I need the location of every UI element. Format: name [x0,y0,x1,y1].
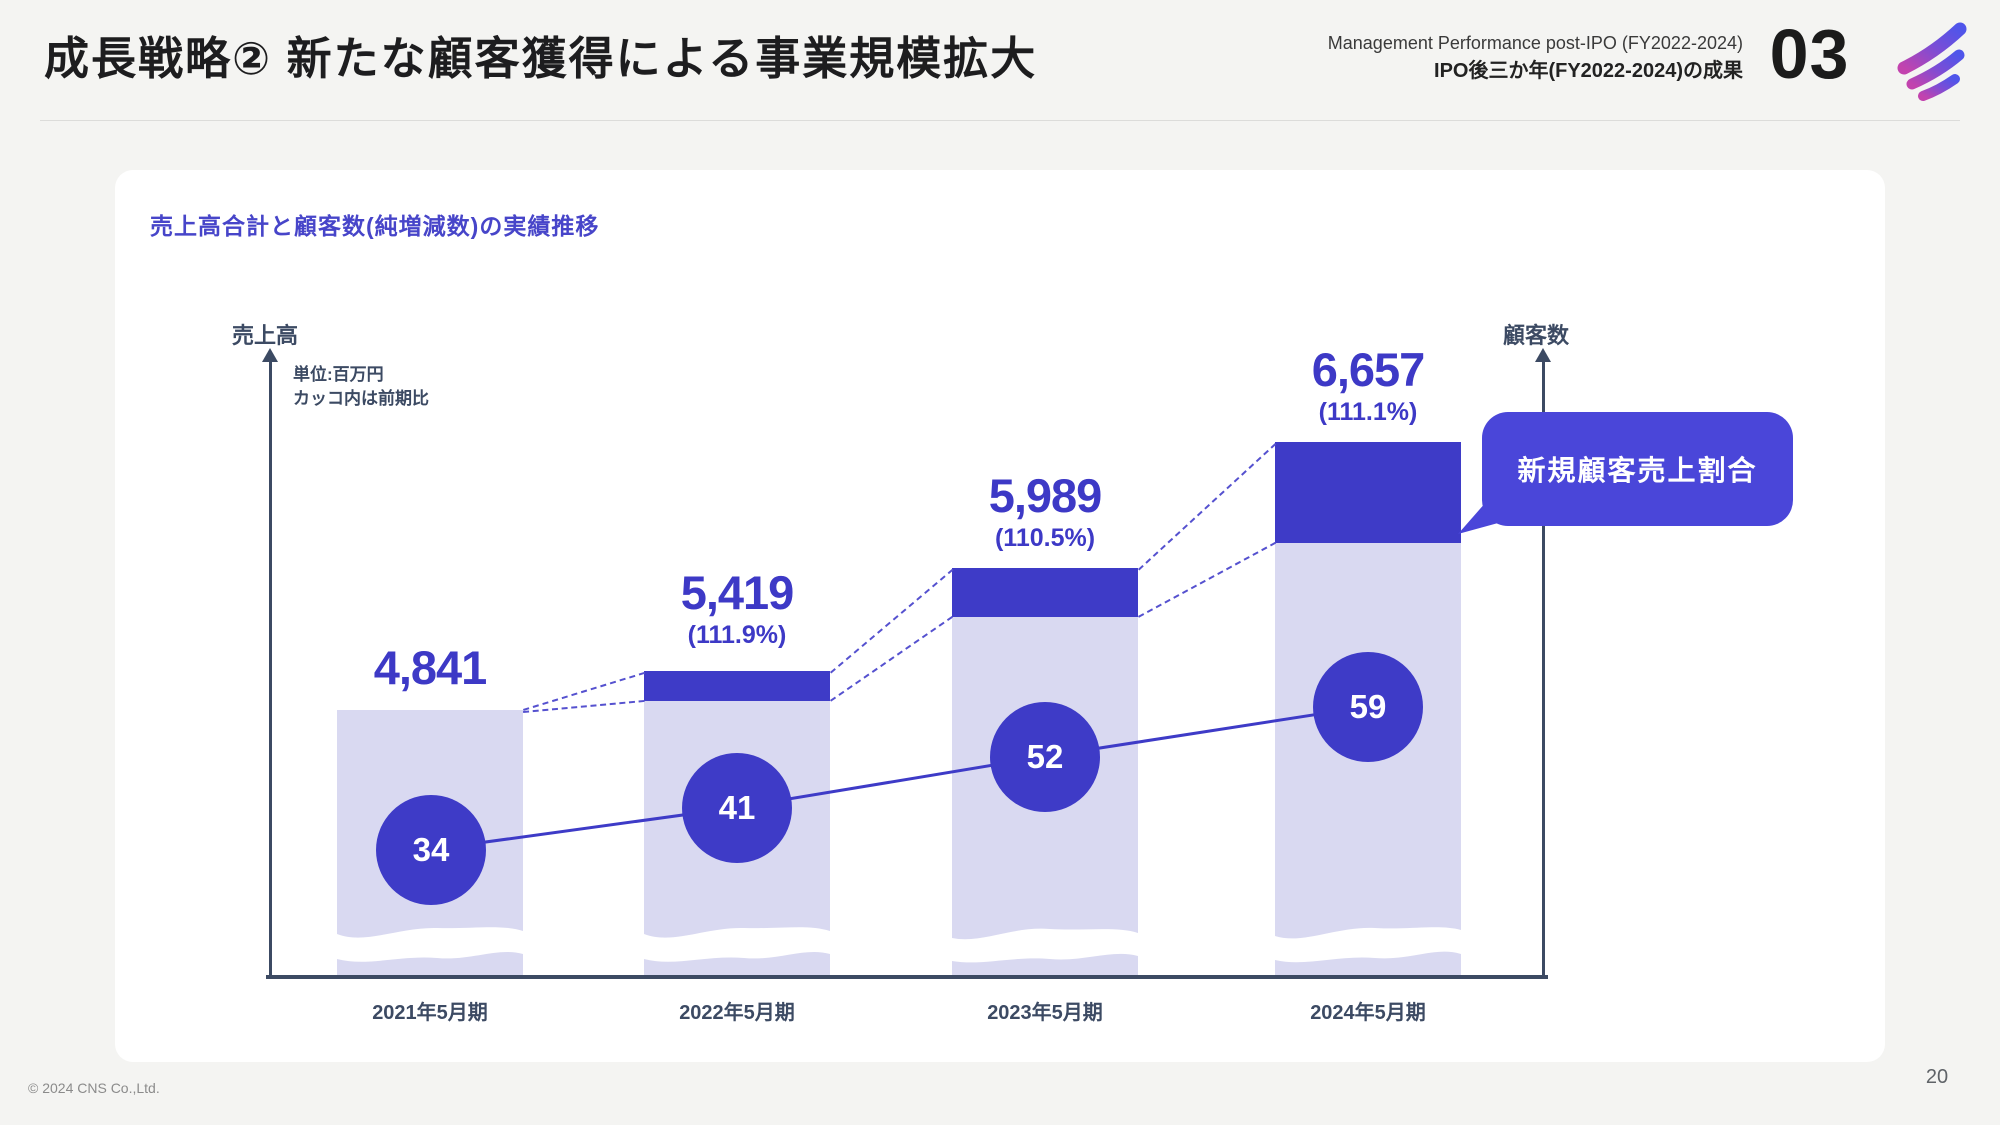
page-title: 成長戦略② 新たな顧客獲得による事業規模拡大 [44,33,1038,84]
header-subtitles: Management Performance post-IPO (FY2022-… [1328,30,1743,86]
left-axis-line [269,360,272,978]
header-subtitle-jp: IPO後三か年(FY2022-2024)の成果 [1434,60,1743,82]
bar-value-2023: 5,989 [988,469,1103,522]
bar-2022-new-customer-segment [644,671,830,701]
copyright: © 2024 CNS Co.,Ltd. [28,1080,160,1096]
right-axis-line [1542,360,1545,978]
bar-value-2022: 5,419 [680,566,795,619]
new-customer-callout: 新規顧客売上割合 [1482,412,1793,526]
left-axis-arrow-icon [262,348,278,362]
header-subtitle-en: Management Performance post-IPO (FY2022-… [1327,33,1743,53]
x-label-2023: 2023年5月期 [987,1002,1103,1024]
bar-value-2021: 4,841 [373,641,488,694]
section-number: 03 [1769,15,1850,93]
unit-note-line1: 単位:百万円 [293,365,384,384]
bar-pct-2024: (111.1%) [1318,398,1418,426]
left-axis-label: 売上高 [232,323,299,348]
customer-count-2023: 52 [990,702,1100,812]
right-axis-arrow-icon [1535,348,1551,362]
bar-value-2024: 6,657 [1311,343,1426,396]
callout-label: 新規顧客売上割合 [1517,455,1758,486]
x-label-2022: 2022年5月期 [679,1002,795,1024]
unit-note: 単位:百万円 カッコ内は前期比 [293,363,429,411]
x-axis-baseline [266,975,1548,979]
x-label-2021: 2021年5月期 [372,1002,488,1024]
axis-break-wave [644,927,830,962]
x-label-2024: 2024年5月期 [1310,1002,1426,1024]
right-axis-label: 顧客数 [1503,323,1570,348]
axis-break-wave [1275,927,1461,963]
chart-title: 売上高合計と顧客数(純増減数)の実績推移 [150,213,600,239]
page-number: 20 [1925,1066,1949,1088]
bar-pct-2022: (111.9%) [687,621,787,649]
bar-2023-new-customer-segment [952,568,1138,617]
company-logo-icon [1897,22,1967,101]
customer-count-2024: 59 [1313,652,1423,762]
bar-2024-new-customer-segment [1275,442,1461,543]
unit-note-line2: カッコ内は前期比 [293,389,429,408]
customer-count-2022: 41 [682,753,792,863]
customer-count-2021: 34 [376,795,486,905]
bar-pct-2023: (110.5%) [994,524,1096,552]
axis-break-wave [952,928,1138,963]
axis-break-wave [337,927,523,962]
header-divider [40,120,1960,121]
